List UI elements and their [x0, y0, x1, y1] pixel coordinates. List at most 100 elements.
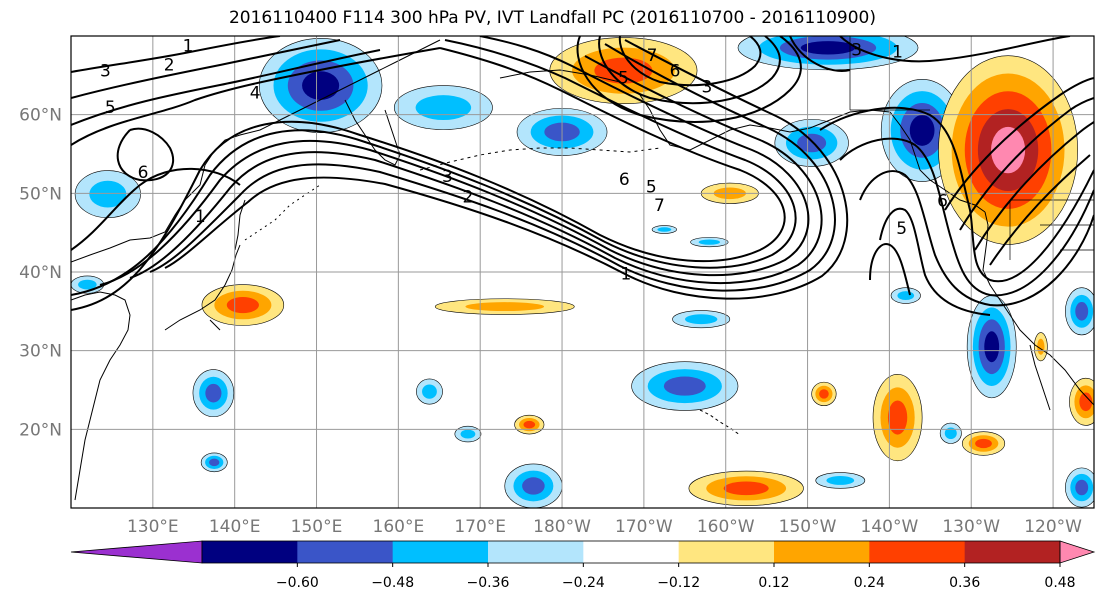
pv-anomaly-region: [1033, 332, 1048, 362]
lat-tick-label: 40°N: [19, 263, 62, 283]
pv-anomaly-region: [737, 36, 919, 71]
pv-shade-level: [800, 41, 856, 55]
contour-label: 7: [647, 46, 658, 66]
map-title: 2016110400 F114 300 hPa PV, IVT Landfall…: [228, 8, 876, 28]
lon-tick-label: 130°E: [127, 517, 179, 537]
pv-anomaly-region: [74, 170, 141, 219]
pv-shade-level: [89, 180, 127, 208]
contour-line: [618, 36, 762, 87]
contour-line: [789, 36, 851, 72]
colorbar-frame: [201, 540, 1061, 564]
pv-shade-level: [415, 95, 472, 121]
contour-line: [839, 36, 1071, 63]
lat-tick-label: 60°N: [19, 106, 62, 126]
lon-tick-label: 150°W: [779, 517, 837, 537]
pv-shade-level: [209, 458, 220, 467]
contour-line: [164, 39, 849, 300]
contour-line: [71, 47, 441, 146]
pv-shade-level: [657, 227, 672, 232]
colorbar-extend-high: [1059, 540, 1096, 564]
lon-tick-label: 130°W: [942, 517, 1000, 537]
contour-line: [839, 137, 1094, 297]
pv-anomaly-region: [890, 287, 921, 304]
contour-line: [71, 167, 241, 251]
contour-line: [149, 43, 836, 292]
contour-label: 3: [851, 40, 862, 60]
pv-anomaly-region: [1065, 287, 1094, 336]
alaska-coastline: [499, 69, 891, 151]
korea-china-coastline: [71, 291, 131, 501]
pv-anomaly-region: [961, 431, 1006, 456]
contour-label: 1: [892, 43, 903, 63]
pv-anomaly-region: [549, 37, 698, 104]
colorbar: −0.60 −0.48 −0.36 −0.24 −0.12 0.12 0.24 0.36 0.4…: [70, 540, 1096, 591]
colorbar-segment: [392, 541, 489, 563]
contour-line: [989, 154, 1091, 266]
pv-anomaly-region: [200, 452, 228, 473]
coastline-layer: [71, 36, 1094, 501]
pv-shade-level: [1075, 479, 1089, 496]
contour-label: 5: [896, 219, 907, 239]
colorbar-tick-label: 0.12: [758, 575, 789, 591]
pv-shade-level: [422, 384, 437, 399]
pv-shade-level: [205, 383, 222, 403]
pv-anomaly-region: [966, 295, 1017, 399]
lon-tick-label: 120°W: [1024, 517, 1082, 537]
lat-tick-label: 30°N: [19, 342, 62, 362]
lon-tick-label: 140°E: [209, 517, 261, 537]
pv-shade-level: [663, 376, 706, 396]
colorbar-tick-label: −0.12: [657, 575, 700, 591]
pv-anomaly-region: [192, 369, 235, 418]
contour-label: 4: [250, 84, 261, 104]
pv-anomaly-region: [434, 298, 575, 315]
contour-line: [944, 77, 1094, 211]
colorbar-segment: [964, 541, 1061, 563]
colorbar-segment: [488, 541, 584, 563]
us-state-borders: [849, 36, 1094, 260]
pv-anomaly-region: [416, 378, 443, 405]
us-west-coastline: [982, 211, 1094, 406]
asia-coastline: [71, 39, 441, 263]
contour-line: [576, 36, 802, 123]
colorbar-segment: [869, 541, 966, 563]
colorbar-tick-label: 0.24: [854, 575, 885, 591]
pv-shade-level: [944, 427, 957, 440]
pv-anomaly-region: [1065, 467, 1094, 508]
contour-label: 6: [670, 62, 681, 82]
pv-anomaly-region: [258, 38, 383, 134]
contour-label: 3: [701, 77, 712, 97]
lon-tick-label: 140°W: [861, 517, 919, 537]
lon-tick-label: 170°W: [615, 517, 673, 537]
pv-anomaly-region: [938, 55, 1078, 245]
pv-shade-level: [975, 438, 992, 449]
contour-line: [129, 55, 823, 285]
pv-anomaly-region: [201, 284, 285, 326]
contour-line: [99, 36, 810, 286]
colorbar-extend-low: [70, 540, 203, 564]
contour-line: [71, 39, 797, 296]
pv-anomaly-region: [454, 425, 482, 443]
lon-tick-label: 160°W: [697, 517, 755, 537]
contour-line: [71, 49, 381, 126]
contour-label: 7: [654, 196, 665, 216]
pv-shade-level: [897, 291, 915, 301]
pv-anomaly-region: [690, 237, 729, 248]
pv-shade-level: [684, 314, 718, 325]
pv-shade-level: [698, 239, 720, 245]
colorbar-tick-label: 0.48: [1044, 575, 1075, 591]
pv-shade-level: [523, 420, 536, 429]
contour-label: 6: [937, 191, 948, 211]
pv-shade-level: [991, 126, 1026, 174]
contour-line: [598, 36, 781, 105]
japan-coastline: [164, 244, 241, 331]
contour-line: [71, 47, 786, 311]
contour-line: [116, 127, 175, 182]
lon-tick-label: 180°W: [533, 517, 591, 537]
kamchatka-coastline: [344, 99, 401, 166]
colorbar-tick-label: −0.36: [467, 575, 510, 591]
colorbar-segment: [678, 541, 775, 563]
plot-frame: [70, 35, 1095, 509]
contour-label: 6: [619, 170, 630, 190]
pv-shade-level: [460, 429, 476, 439]
